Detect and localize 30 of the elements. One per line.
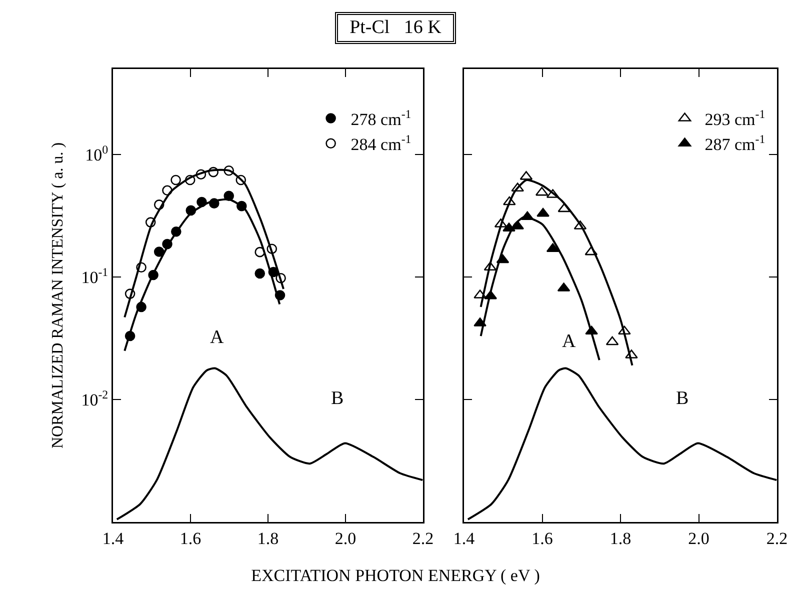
legend-label: 284 cm$^{-1}$ <box>350 132 412 154</box>
annotation: A <box>562 331 576 352</box>
y-tick-label: 10$^{-2}$ <box>81 387 108 410</box>
y-tick-label: 10$^{-1}$ <box>81 264 108 288</box>
x-tick-label: 1.4 <box>453 528 476 548</box>
legend-label: 287 cm$^{-1}$ <box>704 132 766 154</box>
x-tick-label: 1.8 <box>257 528 279 548</box>
annotation: A <box>210 327 224 348</box>
x-tick-label: 2.2 <box>412 528 434 548</box>
point <box>606 336 619 346</box>
x-tick-label: 1.4 <box>102 528 124 548</box>
chart-title: Pt-Cl 16 K <box>334 12 456 44</box>
point <box>170 174 181 186</box>
annotation: B <box>331 388 344 409</box>
point <box>535 186 548 196</box>
y-axis-title: NORMALIZED RAMAN INTENSITY ( a. u. ) <box>49 142 66 449</box>
annotation: B <box>676 388 689 409</box>
x-tick-label: 2.0 <box>688 528 710 548</box>
x-tick-label: 1.6 <box>532 528 553 548</box>
legend-label: 278 cm$^{-1}$ <box>350 106 412 129</box>
legend-label: 293 cm$^{-1}$ <box>704 106 766 129</box>
x-tick-label: 1.8 <box>610 528 632 548</box>
point <box>254 268 266 279</box>
x-axis-title: EXCITATION PHOTON ENERGY ( eV ) <box>250 566 541 586</box>
x-tick-label: 2.2 <box>766 528 788 548</box>
point <box>154 246 164 257</box>
x-tick-label: 2.0 <box>334 528 356 548</box>
point <box>536 208 550 217</box>
y-tick-label: 10$^{0}$ <box>85 142 108 165</box>
x-tick-label: 1.6 <box>180 528 202 548</box>
